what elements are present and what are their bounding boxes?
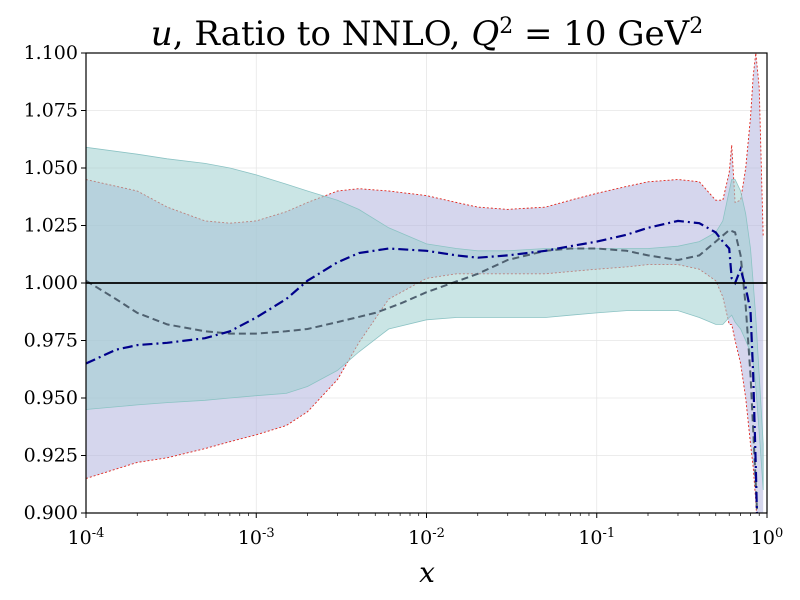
title-q-exp: 2	[499, 14, 513, 39]
x-tick-label: 10-1	[578, 526, 615, 550]
y-tick-label: 1.050	[24, 157, 78, 179]
y-tick-label: 0.975	[24, 330, 78, 352]
y-tick-label: 1.025	[24, 215, 78, 237]
band-purple	[86, 53, 764, 513]
y-tick-label: 1.100	[24, 42, 78, 64]
y-tick-label: 0.925	[24, 445, 78, 467]
title-eq: = 10 GeV	[513, 14, 690, 54]
axes	[81, 52, 768, 518]
title-unit-exp: 2	[689, 14, 703, 39]
central-lines	[86, 219, 767, 513]
title-q: Q	[471, 14, 499, 54]
plot-frame	[85, 52, 768, 514]
x-tick-label: 10-2	[408, 526, 445, 550]
line-blue-dashdot	[86, 219, 759, 513]
x-tick-label: 100	[751, 526, 783, 550]
line-gray-dashed	[86, 228, 759, 513]
y-tick-label: 0.950	[24, 387, 78, 409]
x-tick-label: 10-3	[238, 526, 275, 550]
chart-title: u, Ratio to NNLO, Q2 = 10 GeV2	[151, 14, 703, 55]
title-text: , Ratio to NNLO,	[173, 14, 472, 54]
y-tick-labels: 0.900 0.925 0.950 0.975 1.000 1.025 1.050 1.075…	[24, 42, 78, 524]
y-tick-label: 1.075	[24, 100, 78, 122]
y-tick-label: 0.900	[24, 502, 78, 524]
y-tick-label: 1.000	[24, 272, 78, 294]
x-tick-labels: 10-4 10-3 10-2 10-1 100	[68, 526, 784, 550]
band-teal	[86, 146, 764, 491]
x-axis-label: x	[419, 556, 435, 589]
title-var: u	[151, 14, 173, 54]
uncertainty-bands	[86, 53, 764, 513]
x-tick-label: 10-4	[68, 526, 105, 550]
